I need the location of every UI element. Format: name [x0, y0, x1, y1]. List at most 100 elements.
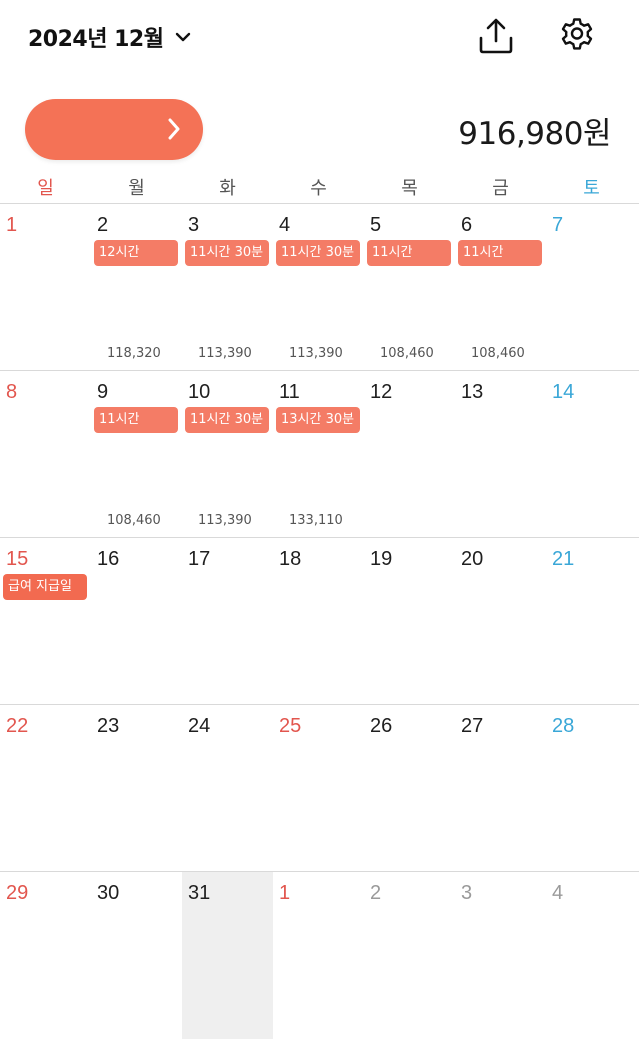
- calendar-day-cell[interactable]: 24: [182, 705, 273, 872]
- calendar-day-cell[interactable]: 6 11시간 108,460: [455, 204, 546, 371]
- day-number: 21: [552, 548, 575, 570]
- work-hours-chip[interactable]: 11시간 30분: [185, 407, 269, 433]
- calendar-day-cell[interactable]: 21: [546, 538, 637, 705]
- calendar-week-row: 22 23 24 25 26 27 28: [0, 704, 639, 871]
- calendar-day-cell[interactable]: 12: [364, 371, 455, 538]
- day-number: 31: [188, 882, 211, 904]
- calendar-day-cell[interactable]: 20: [455, 538, 546, 705]
- calendar-day-cell[interactable]: 26: [364, 705, 455, 872]
- calendar-day-cell[interactable]: 29: [0, 872, 91, 1039]
- calendar-day-cell[interactable]: 1: [273, 872, 364, 1039]
- month-selector[interactable]: 2024년 12월: [28, 20, 192, 54]
- day-number: 3: [188, 214, 200, 236]
- calendar-day-cell[interactable]: 10 11시간 30분 113,390: [182, 371, 273, 538]
- calendar-day-cell[interactable]: 17: [182, 538, 273, 705]
- salary-detail-button[interactable]: [25, 99, 203, 160]
- settings-button[interactable]: [555, 14, 599, 58]
- calendar-day-cell[interactable]: 27: [455, 705, 546, 872]
- daily-pay: 133,110: [289, 513, 343, 528]
- day-number: 27: [461, 715, 484, 737]
- calendar-day-cell[interactable]: 16: [91, 538, 182, 705]
- calendar-day-cell[interactable]: 5 11시간 108,460: [364, 204, 455, 371]
- work-hours-chip[interactable]: 11시간: [458, 240, 542, 266]
- calendar-day-cell[interactable]: 9 11시간 108,460: [91, 371, 182, 538]
- calendar-day-cell[interactable]: 8: [0, 371, 91, 538]
- daily-pay: 108,460: [107, 513, 161, 528]
- payday-chip[interactable]: 급여 지급일: [3, 574, 87, 600]
- day-number: 3: [461, 882, 473, 904]
- day-number: 2: [97, 214, 109, 236]
- calendar-day-cell-today[interactable]: 31: [182, 872, 273, 1039]
- daily-pay: 118,320: [107, 346, 161, 361]
- weekday-label: 화: [219, 178, 236, 199]
- calendar-day-cell[interactable]: 23: [91, 705, 182, 872]
- chevron-right-icon: [168, 118, 180, 140]
- calendar-day-cell[interactable]: 4: [546, 872, 637, 1039]
- day-number: 22: [6, 715, 29, 737]
- day-number: 13: [461, 381, 484, 403]
- calendar-grid: 1 2 12시간 118,320 3 11시간 30분 113,390 4 11시간 30분 11…: [0, 203, 639, 1040]
- calendar-day-cell[interactable]: 4 11시간 30분 113,390: [273, 204, 364, 371]
- day-number: 4: [552, 882, 564, 904]
- calendar-day-cell[interactable]: 11 13시간 30분 133,110: [273, 371, 364, 538]
- weekday-label: 금: [492, 178, 509, 199]
- work-hours-chip[interactable]: 13시간 30분: [276, 407, 360, 433]
- month-title: 2024년 12월: [28, 27, 164, 52]
- calendar-day-cell[interactable]: 22: [0, 705, 91, 872]
- day-number: 28: [552, 715, 575, 737]
- calendar-day-cell[interactable]: 2: [364, 872, 455, 1039]
- calendar-day-cell[interactable]: 15 급여 지급일: [0, 538, 91, 705]
- calendar-day-cell[interactable]: 30: [91, 872, 182, 1039]
- day-number: 10: [188, 381, 211, 403]
- day-number: 17: [188, 548, 211, 570]
- chevron-down-icon: [175, 32, 190, 42]
- monthly-total: 916,980원: [458, 116, 611, 152]
- day-number: 1: [6, 214, 18, 236]
- work-hours-chip[interactable]: 11시간: [94, 407, 178, 433]
- day-number: 6: [461, 214, 473, 236]
- gear-icon: [561, 18, 593, 50]
- calendar-day-cell[interactable]: 2 12시간 118,320: [91, 204, 182, 371]
- weekday-label: 월: [128, 178, 145, 199]
- calendar-week-row: 8 9 11시간 108,460 10 11시간 30분 113,390 11 13시간 30분…: [0, 370, 639, 537]
- share-icon: [479, 18, 513, 54]
- daily-pay: 113,390: [289, 346, 343, 361]
- work-hours-chip[interactable]: 12시간: [94, 240, 178, 266]
- day-number: 9: [97, 381, 109, 403]
- day-number: 19: [370, 548, 393, 570]
- calendar-day-cell[interactable]: 1: [0, 204, 91, 371]
- day-number: 25: [279, 715, 302, 737]
- day-number: 18: [279, 548, 302, 570]
- work-hours-chip[interactable]: 11시간 30분: [276, 240, 360, 266]
- day-number: 23: [97, 715, 120, 737]
- calendar-day-cell[interactable]: 14: [546, 371, 637, 538]
- day-number: 20: [461, 548, 484, 570]
- calendar-day-cell[interactable]: 28: [546, 705, 637, 872]
- day-number: 14: [552, 381, 575, 403]
- calendar-week-row: 1 2 12시간 118,320 3 11시간 30분 113,390 4 11시간 30분 11…: [0, 203, 639, 370]
- day-number: 5: [370, 214, 382, 236]
- calendar-day-cell[interactable]: 25: [273, 705, 364, 872]
- calendar-day-cell[interactable]: 13: [455, 371, 546, 538]
- day-number: 30: [97, 882, 120, 904]
- daily-pay: 108,460: [471, 346, 525, 361]
- weekday-header: 일 월 화 수 목 금 토: [0, 174, 639, 202]
- calendar-day-cell[interactable]: 7: [546, 204, 637, 371]
- work-hours-chip[interactable]: 11시간 30분: [185, 240, 269, 266]
- daily-pay: 113,390: [198, 346, 252, 361]
- calendar-week-row: 29 30 31 1 2 3 4: [0, 871, 639, 1039]
- calendar-week-row: 15 급여 지급일 16 17 18 19 20 21: [0, 537, 639, 704]
- calendar-day-cell[interactable]: 19: [364, 538, 455, 705]
- weekday-label: 목: [401, 178, 418, 199]
- calendar-day-cell[interactable]: 3: [455, 872, 546, 1039]
- day-number: 29: [6, 882, 29, 904]
- work-hours-chip[interactable]: 11시간: [367, 240, 451, 266]
- day-number: 15: [6, 548, 29, 570]
- day-number: 8: [6, 381, 18, 403]
- calendar-day-cell[interactable]: 18: [273, 538, 364, 705]
- day-number: 11: [279, 381, 300, 403]
- day-number: 4: [279, 214, 291, 236]
- calendar-day-cell[interactable]: 3 11시간 30분 113,390: [182, 204, 273, 371]
- share-button[interactable]: [474, 14, 518, 58]
- day-number: 2: [370, 882, 382, 904]
